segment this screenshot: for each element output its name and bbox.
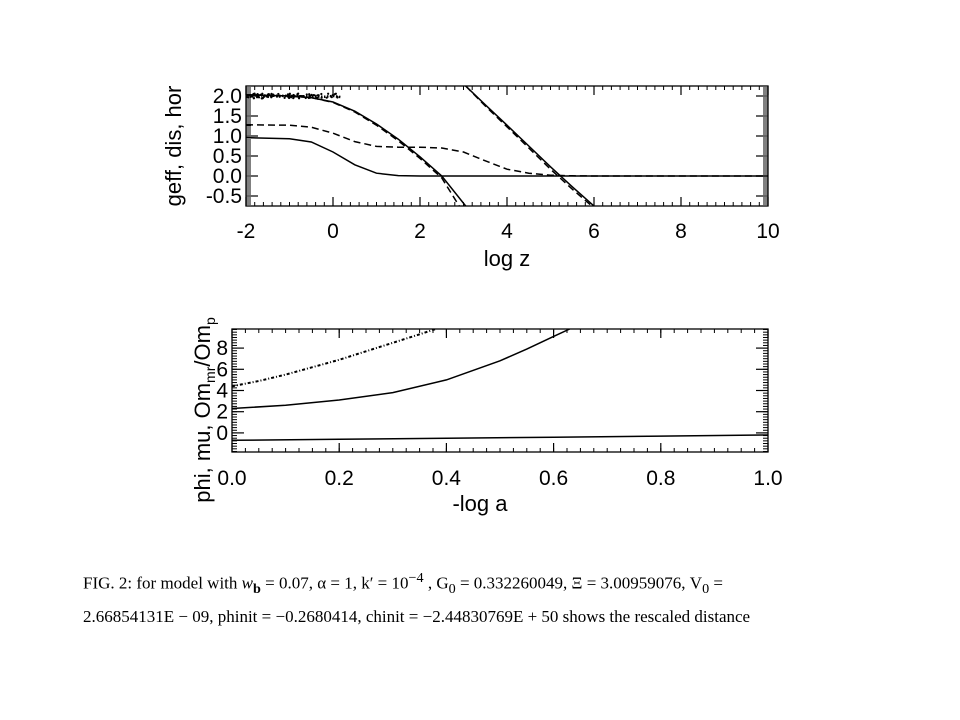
plot-frame — [245, 85, 769, 207]
noise-point — [297, 92, 300, 95]
series-line-3 — [465, 86, 595, 206]
y-tick-label: 6 — [216, 358, 228, 381]
caption-k-exp: −4 — [408, 570, 424, 586]
noise-point — [247, 96, 250, 99]
series-line-5 — [246, 124, 768, 177]
noise-point — [305, 93, 308, 96]
noise-point — [308, 93, 311, 96]
series-line-0 — [232, 329, 437, 388]
caption-line2-text: 2.66854131E − 09, phinit = −0.2680414, c… — [83, 607, 751, 626]
x-tick-label: 6 — [588, 220, 600, 243]
noise-point — [252, 96, 256, 100]
y-axis-label-sub1: mr — [202, 366, 218, 383]
noise-point — [288, 92, 291, 95]
x-tick-label: -2 — [237, 220, 256, 243]
series-line-2 — [232, 434, 768, 442]
noise-point — [325, 96, 328, 99]
noise-point — [261, 92, 264, 95]
x-tick-label: 0.2 — [325, 467, 354, 490]
noise-point — [327, 92, 330, 95]
x-tick-label: 4 — [501, 220, 513, 243]
noise-point — [283, 96, 286, 99]
y-tick-label: 8 — [216, 337, 228, 360]
y-tick-label: 0 — [216, 422, 228, 445]
x-tick-label: 0.8 — [646, 467, 675, 490]
noise-point — [336, 95, 339, 98]
y-tick-label: 1.0 — [213, 125, 242, 148]
noise-point — [310, 93, 313, 96]
x-axis-label: -log a — [452, 491, 508, 516]
y-tick-label: 2.0 — [213, 85, 242, 108]
y-tick-label: 2 — [216, 401, 228, 424]
caption-params: = 0.07, α = 1, k′ = 10 — [260, 573, 409, 593]
series-line-6 — [246, 136, 768, 177]
noise-point — [320, 96, 323, 99]
noise-point — [297, 97, 301, 100]
y-axis-label: phi, mu, Ommr/Omp — [190, 317, 218, 503]
noise-point — [316, 94, 319, 97]
y-axis-label-sub2: p — [202, 317, 218, 325]
top-chart: -2 0 2 4 6 8 10 -0.50.00.51.01.52.0 log z geff, d… — [161, 85, 780, 271]
series-line-1 — [246, 94, 467, 206]
noise-point — [270, 92, 273, 95]
noise-point — [308, 94, 311, 98]
noise-point — [320, 92, 323, 96]
y-axis-label-main: phi, mu, Om — [190, 383, 215, 503]
noise-point — [277, 92, 280, 96]
noise-point — [266, 95, 270, 99]
caption-line-2: 2.66854131E − 09, phinit = −0.2680414, c… — [83, 607, 883, 627]
y-axis-label-main: geff, dis, hor — [161, 86, 186, 207]
x-axis-label: log z — [484, 246, 530, 271]
noise-point — [262, 95, 265, 99]
caption-prefix: FIG. 2: for model with — [83, 573, 242, 593]
x-tick-label: 1.0 — [753, 467, 782, 490]
noise-point — [329, 95, 332, 98]
y-axis-label-mid: /Om — [190, 325, 215, 367]
x-tick-label: 0 — [327, 220, 339, 243]
y-axis-label: geff, dis, hor — [161, 86, 186, 207]
x-tick-label: 8 — [675, 220, 687, 243]
caption-g-sub: 0 — [448, 581, 456, 598]
noise-point — [313, 94, 316, 97]
plot-frame — [231, 328, 769, 453]
y-tick-label: 1.5 — [213, 105, 242, 128]
x-tick-label: 0.0 — [217, 467, 246, 490]
x-tick-label: 0.6 — [539, 467, 568, 490]
caption-w-var: w — [241, 573, 253, 593]
y-tick-label: 0.0 — [213, 165, 242, 188]
noise-point — [251, 95, 254, 98]
noise-point — [333, 93, 336, 96]
noise-point — [331, 94, 334, 97]
caption-g-value: = 0.332260049, Ξ = 3.00959076, V — [455, 573, 703, 593]
caption-w-sub: b — [253, 581, 261, 598]
caption-line-1: FIG. 2: for model with wb = 0.07, α = 1,… — [83, 568, 883, 599]
caption-v-sub: 0 — [702, 581, 710, 598]
noise-point — [292, 97, 295, 100]
series-line-1 — [232, 329, 571, 410]
caption-g-label: , G — [423, 573, 449, 593]
y-tick-label: 4 — [216, 380, 228, 403]
y-tick-label: -0.5 — [206, 185, 242, 208]
series-line-4 — [465, 86, 593, 206]
series-line-2 — [246, 94, 460, 206]
noise-point — [257, 96, 261, 99]
x-tick-label: 2 — [414, 220, 426, 243]
noise-point — [260, 97, 263, 100]
x-tick-label: 10 — [756, 220, 779, 243]
caption-v-eq: = — [709, 573, 723, 593]
x-tick-label: 0.4 — [432, 467, 462, 490]
y-tick-label: 0.5 — [213, 145, 242, 168]
